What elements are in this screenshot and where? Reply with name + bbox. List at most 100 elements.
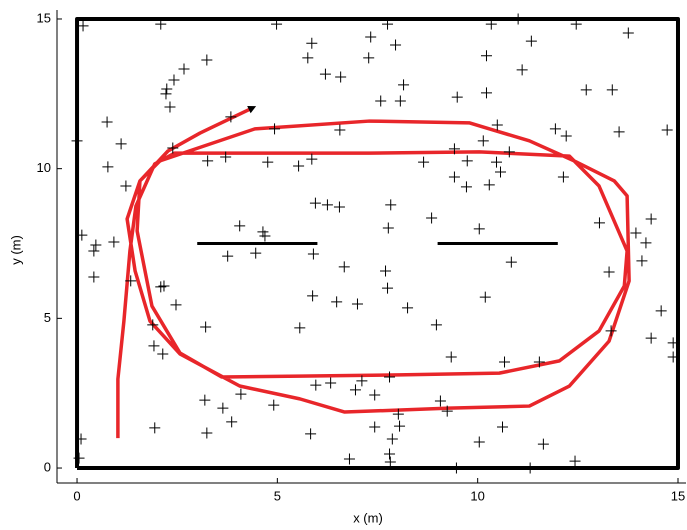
landmark: [490, 156, 502, 168]
landmark: [148, 340, 160, 352]
landmark: [497, 421, 509, 433]
landmark: [512, 13, 524, 25]
landmark: [351, 298, 363, 310]
landmark: [294, 322, 306, 334]
landmark: [491, 119, 503, 131]
landmark: [102, 161, 114, 173]
landmark: [262, 156, 274, 168]
landmark: [461, 155, 473, 167]
y-axis-label: y (m): [8, 235, 23, 265]
landmark: [307, 248, 319, 260]
landmark: [71, 135, 83, 147]
landmark: [382, 18, 394, 30]
landmark: [480, 87, 492, 99]
landmark: [333, 201, 345, 213]
landmark: [441, 405, 453, 417]
landmark: [524, 462, 536, 474]
landmark: [593, 217, 605, 229]
y-tick-label: 5: [44, 310, 51, 325]
landmark: [125, 275, 137, 287]
landmark: [655, 305, 667, 317]
landmark: [483, 179, 495, 191]
landmark: [302, 52, 314, 64]
landmark: [386, 433, 398, 445]
landmark: [430, 319, 442, 331]
landmark: [448, 143, 460, 155]
x-axis-label: x (m): [353, 510, 383, 525]
landmark: [450, 462, 462, 474]
landmark: [160, 88, 172, 100]
landmark: [533, 356, 545, 368]
landmark: [77, 20, 89, 32]
landmark: [259, 230, 271, 242]
landmark: [200, 321, 212, 333]
landmark: [164, 101, 176, 113]
landmark: [549, 123, 561, 135]
landmark: [202, 155, 214, 167]
landmark: [147, 319, 159, 331]
x-tick-label: 5: [274, 488, 281, 503]
landmark: [445, 351, 457, 363]
landmark: [451, 91, 463, 103]
landmark: [384, 448, 396, 460]
landmark: [155, 281, 167, 293]
landmark: [398, 79, 410, 91]
landmark: [343, 453, 355, 465]
landmark: [570, 18, 582, 30]
landmark: [382, 282, 394, 294]
landmark: [356, 375, 368, 387]
landmark: [226, 416, 238, 428]
landmark: [525, 35, 537, 47]
landmark: [394, 420, 406, 432]
landmark: [170, 299, 182, 311]
landmark: [667, 337, 679, 349]
landmark: [115, 138, 127, 150]
landmark: [271, 18, 283, 30]
landmark: [645, 213, 657, 225]
landmark: [560, 130, 572, 142]
y-tick-label: 0: [44, 459, 51, 474]
landmark: [76, 229, 88, 241]
landmark: [661, 124, 673, 136]
landmark: [622, 27, 634, 39]
landmark: [331, 296, 343, 308]
landmark: [90, 239, 102, 251]
landmark: [640, 237, 652, 249]
landmark: [120, 180, 132, 192]
landmark: [167, 142, 179, 154]
landmark: [369, 421, 381, 433]
landmark: [155, 18, 167, 30]
landmark: [503, 146, 515, 158]
landmark: [108, 236, 120, 248]
landmark: [382, 222, 394, 234]
landmark: [418, 156, 430, 168]
x-tick-label: 15: [671, 488, 685, 503]
landmark: [217, 402, 229, 414]
landmark: [201, 427, 213, 439]
landmark: [201, 54, 213, 66]
landmark: [222, 250, 234, 262]
landmark: [479, 291, 491, 303]
landmark: [606, 84, 618, 96]
landmark: [250, 247, 262, 259]
landmark: [310, 379, 322, 391]
landmark: [434, 395, 446, 407]
landmark: [338, 261, 350, 273]
landmark: [402, 302, 414, 314]
landmark: [537, 438, 549, 450]
landmark: [268, 399, 280, 411]
landmark: [220, 151, 232, 163]
landmark: [392, 408, 404, 420]
landmark: [161, 83, 173, 95]
landmark: [667, 351, 679, 363]
landmark: [394, 95, 406, 107]
landmark: [321, 199, 333, 211]
x-tick-label: 10: [470, 488, 484, 503]
landmark: [325, 377, 337, 389]
y-tick-label: 15: [37, 10, 51, 25]
landmark: [580, 84, 592, 96]
landmark: [645, 332, 657, 344]
landmark: [630, 227, 642, 239]
